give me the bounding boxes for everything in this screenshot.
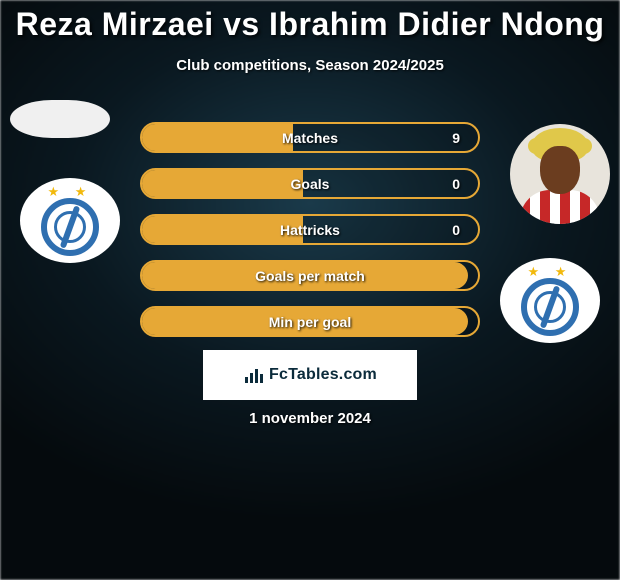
- badge-ring-icon: [41, 198, 99, 256]
- stat-label: Hattricks: [280, 222, 340, 238]
- badge-ring-icon: [521, 278, 579, 336]
- stat-label: Min per goal: [269, 314, 351, 330]
- stat-label: Matches: [282, 130, 338, 146]
- stat-value: 0: [452, 176, 460, 192]
- player1-club-badge: ★ ★: [20, 178, 120, 263]
- player1-avatar: [10, 100, 110, 138]
- stat-value: 0: [452, 222, 460, 238]
- stat-value: 9: [452, 130, 460, 146]
- player2-avatar: [510, 124, 610, 224]
- date-label: 1 november 2024: [249, 410, 371, 427]
- stat-row: Goals per match: [140, 260, 480, 291]
- brand-label: FcTables.com: [269, 366, 377, 384]
- brand-box[interactable]: FcTables.com: [203, 350, 417, 400]
- stats-list: Matches 9 Goals 0 Hattricks 0 Goals per match M…: [140, 122, 480, 352]
- player2-club-badge: ★ ★: [500, 258, 600, 343]
- bar-chart-icon: [243, 367, 263, 383]
- head-icon: [540, 146, 580, 194]
- stat-row: Goals 0: [140, 168, 480, 199]
- stat-label: Goals: [291, 176, 330, 192]
- stat-row: Hattricks 0: [140, 214, 480, 245]
- jersey-icon: [520, 190, 600, 224]
- stat-fill: [142, 170, 303, 197]
- card: Reza Mirzaei vs Ibrahim Didier Ndong Clu…: [0, 0, 620, 580]
- subtitle: Club competitions, Season 2024/2025: [0, 57, 620, 74]
- stat-row: Min per goal: [140, 306, 480, 337]
- stat-label: Goals per match: [255, 268, 365, 284]
- page-title: Reza Mirzaei vs Ibrahim Didier Ndong: [0, 0, 620, 43]
- stat-row: Matches 9: [140, 122, 480, 153]
- stat-fill: [142, 124, 293, 151]
